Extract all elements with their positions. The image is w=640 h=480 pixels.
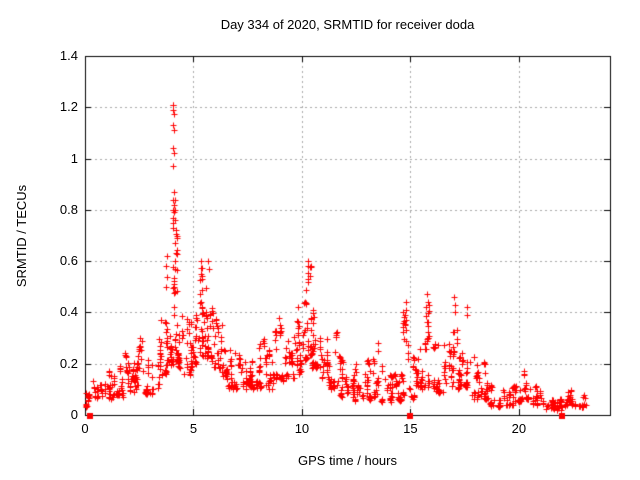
y-tick-label: 0	[70, 407, 78, 422]
x-tick-label: 10	[294, 421, 310, 436]
y-tick-label: 1.2	[59, 99, 78, 115]
y-tick-label: 0.8	[59, 201, 78, 217]
y-tick-label: 1.4	[59, 48, 78, 63]
y-tick-label: 0.6	[59, 253, 78, 269]
x-tick-label: 5	[189, 421, 198, 436]
y-tick-label: 0.2	[59, 355, 78, 371]
x-tick-label: 20	[511, 421, 527, 436]
x-axis-label: GPS time / hours	[298, 453, 397, 468]
x-tick-label: 15	[403, 421, 418, 436]
y-tick-label: 0.4	[59, 304, 78, 320]
x-tick-label: 0	[81, 421, 89, 436]
y-tick-label: 1	[70, 150, 78, 166]
chart-title: Day 334 of 2020, SRMTID for receiver dod…	[220, 17, 475, 32]
